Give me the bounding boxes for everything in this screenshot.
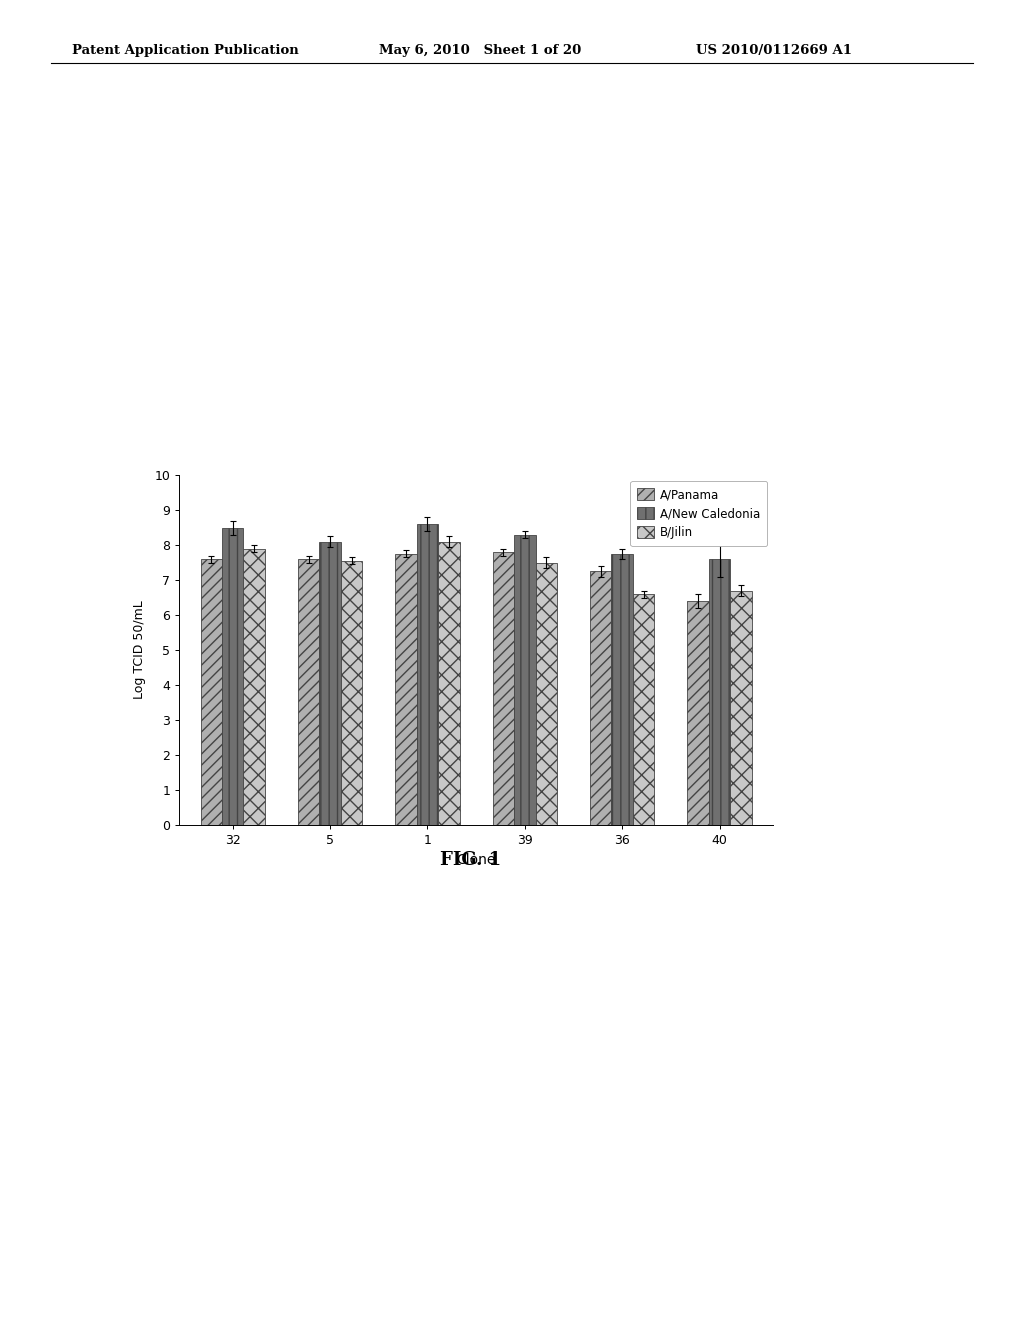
Bar	[341, 561, 362, 825]
Bar	[514, 535, 536, 825]
Bar	[244, 549, 265, 825]
Legend: A/Panama, A/New Caledonia, B/Jilin: A/Panama, A/New Caledonia, B/Jilin	[631, 480, 767, 546]
Bar	[222, 528, 244, 825]
Bar	[536, 562, 557, 825]
Bar	[730, 590, 752, 825]
Text: FIG. 1: FIG. 1	[440, 850, 502, 869]
Bar	[438, 541, 460, 825]
Text: May 6, 2010   Sheet 1 of 20: May 6, 2010 Sheet 1 of 20	[379, 44, 582, 57]
Bar	[709, 560, 730, 825]
Bar	[493, 552, 514, 825]
Bar	[611, 554, 633, 825]
Bar	[590, 572, 611, 825]
Bar	[417, 524, 438, 825]
Bar	[319, 541, 341, 825]
Bar	[298, 560, 319, 825]
Bar	[687, 601, 709, 825]
Bar	[633, 594, 654, 825]
Bar	[395, 554, 417, 825]
Bar	[201, 560, 222, 825]
Y-axis label: Log TCID 50/mL: Log TCID 50/mL	[133, 601, 146, 700]
X-axis label: Clone: Clone	[457, 853, 496, 867]
Text: Patent Application Publication: Patent Application Publication	[72, 44, 298, 57]
Text: US 2010/0112669 A1: US 2010/0112669 A1	[696, 44, 852, 57]
